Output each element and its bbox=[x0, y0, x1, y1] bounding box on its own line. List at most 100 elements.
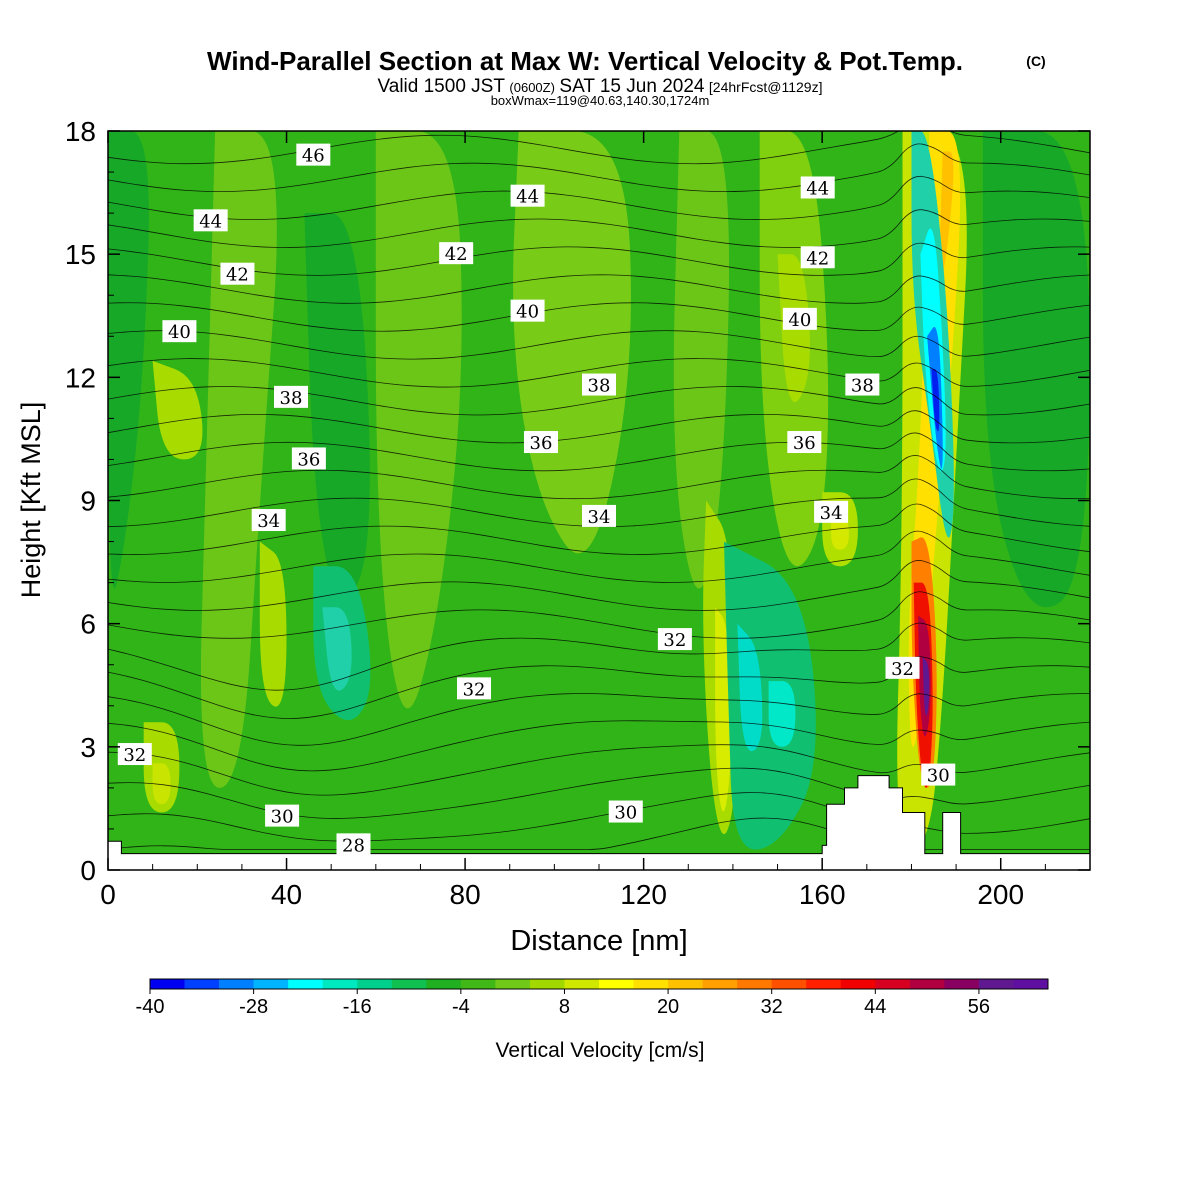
isentrope-line bbox=[108, 358, 1090, 388]
velocity-region bbox=[922, 656, 930, 716]
colorbar-swatch bbox=[599, 979, 634, 989]
velocity-region bbox=[304, 213, 370, 600]
isentrope-label-box bbox=[657, 628, 692, 651]
isentrope-label-box bbox=[814, 500, 849, 523]
isentrope-line bbox=[108, 622, 1090, 691]
isentrope-label-text: 30 bbox=[927, 766, 950, 787]
velocity-region bbox=[322, 607, 352, 691]
x-tick-label: 120 bbox=[620, 879, 667, 910]
isentrope-line bbox=[108, 131, 1090, 165]
isentrope-line bbox=[108, 693, 1090, 746]
y-tick-label: 18 bbox=[65, 116, 96, 147]
isentrope-line bbox=[108, 410, 1090, 444]
isentrope-label-text: 42 bbox=[806, 248, 829, 269]
velocity-region bbox=[931, 369, 940, 432]
colorbar-tick-label: -4 bbox=[452, 996, 470, 1018]
isentrope-label-text: 36 bbox=[297, 449, 320, 470]
colorbar-swatch bbox=[150, 979, 185, 989]
isentrope-line bbox=[108, 386, 1090, 416]
isentrope-label-box bbox=[265, 804, 300, 827]
isentrope-label: 38 bbox=[274, 385, 309, 409]
isentrope-label: 30 bbox=[921, 763, 956, 787]
isentrope-label: 34 bbox=[251, 509, 286, 532]
isentrope-line bbox=[108, 591, 1090, 639]
isentrope-label-text: 34 bbox=[588, 507, 611, 528]
isentrope-label-box bbox=[885, 656, 920, 679]
isentrope-label-box bbox=[523, 431, 558, 454]
isentrope-label: 42 bbox=[800, 246, 835, 269]
isentrope-label: 30 bbox=[265, 804, 300, 828]
isentrope-label: 30 bbox=[608, 800, 643, 824]
colorbar-swatch bbox=[426, 979, 462, 989]
isentrope-label-box bbox=[162, 320, 197, 343]
isentrope-label-box bbox=[800, 176, 835, 199]
colorbar: -40 -28 -16 -4 8 20 32 44 56 bbox=[136, 978, 1049, 1018]
velocity-region bbox=[152, 360, 203, 460]
isentrope-label-text: 34 bbox=[820, 503, 843, 524]
isentrope-label: 32 bbox=[117, 743, 152, 766]
colorbar-swatch bbox=[668, 979, 703, 989]
y-axis-label: Height [Kft MSL] bbox=[16, 402, 46, 599]
colorbar-swatch bbox=[737, 979, 772, 989]
terrain bbox=[108, 775, 1090, 870]
y-tick-label: 15 bbox=[65, 239, 96, 270]
isentrope-label-box bbox=[787, 431, 822, 454]
isentrope-label: 40 bbox=[782, 307, 817, 331]
colorbar-tick-label: 8 bbox=[559, 996, 570, 1018]
colorbar-swatch bbox=[633, 979, 669, 989]
isentrope-label: 42 bbox=[439, 242, 474, 265]
colorbar-swatch bbox=[495, 979, 531, 989]
isentrope-label-box bbox=[457, 677, 492, 700]
isentrope-label: 44 bbox=[193, 209, 228, 232]
isentrope-label-text: 46 bbox=[302, 146, 325, 167]
velocity-region bbox=[673, 131, 730, 589]
isentrope-line bbox=[108, 767, 1090, 819]
isentrope-label-text: 38 bbox=[588, 376, 611, 397]
colorbar-swatch bbox=[253, 979, 289, 989]
colorbar-tick-label: 44 bbox=[864, 996, 886, 1018]
forecast-info: [24hrFcst@1129z] bbox=[709, 79, 823, 95]
copyright-mark: (C) bbox=[1026, 53, 1045, 69]
isentrope-label-text: 38 bbox=[280, 388, 303, 409]
colorbar-swatch bbox=[391, 979, 427, 989]
colorbar-swatch bbox=[357, 979, 393, 989]
colorbar-swatch bbox=[288, 979, 323, 989]
colorbar-swatch bbox=[840, 979, 876, 989]
velocity-region bbox=[982, 131, 1090, 608]
isentrope-label-text: 36 bbox=[793, 433, 816, 454]
isentrope-label-text: 42 bbox=[226, 265, 249, 286]
colorbar-swatch bbox=[978, 979, 1014, 989]
velocity-region bbox=[768, 681, 796, 747]
isentrope-line bbox=[108, 530, 1090, 583]
isentrope-line bbox=[108, 175, 1090, 220]
isentrope-line bbox=[108, 744, 1090, 796]
x-tick-label: 160 bbox=[799, 879, 846, 910]
isentrope-label-text: 32 bbox=[891, 659, 914, 680]
isentrope-line bbox=[108, 302, 1090, 332]
isentrope-label: 36 bbox=[291, 447, 326, 470]
isentrope-label-text: 36 bbox=[530, 433, 553, 454]
velocity-region bbox=[831, 516, 849, 550]
isentrope-label-box bbox=[291, 447, 326, 470]
y-tick-label: 12 bbox=[65, 362, 96, 393]
isentrope-label-box bbox=[220, 262, 255, 285]
velocity-region bbox=[939, 151, 954, 280]
colorbar-swatch bbox=[1013, 979, 1049, 989]
y-tick-label: 3 bbox=[80, 732, 96, 763]
valid-prefix: Valid 1500 JST bbox=[378, 76, 506, 97]
isentrope-label: 44 bbox=[800, 176, 835, 199]
isentrope-line bbox=[108, 720, 1090, 772]
x-tick-label: 40 bbox=[271, 879, 302, 910]
isentrope-label-box bbox=[845, 373, 880, 396]
velocity-region bbox=[152, 763, 171, 805]
isentrope-label-text: 40 bbox=[788, 310, 811, 331]
y-tick-label: 9 bbox=[80, 486, 96, 517]
isentrope-label-box bbox=[582, 504, 616, 527]
isentrope-label-text: 40 bbox=[516, 302, 539, 323]
isentrope-label-box bbox=[274, 385, 309, 408]
isentrope-label-text: 44 bbox=[806, 178, 829, 199]
colorbar-tick-label: 32 bbox=[761, 996, 783, 1018]
